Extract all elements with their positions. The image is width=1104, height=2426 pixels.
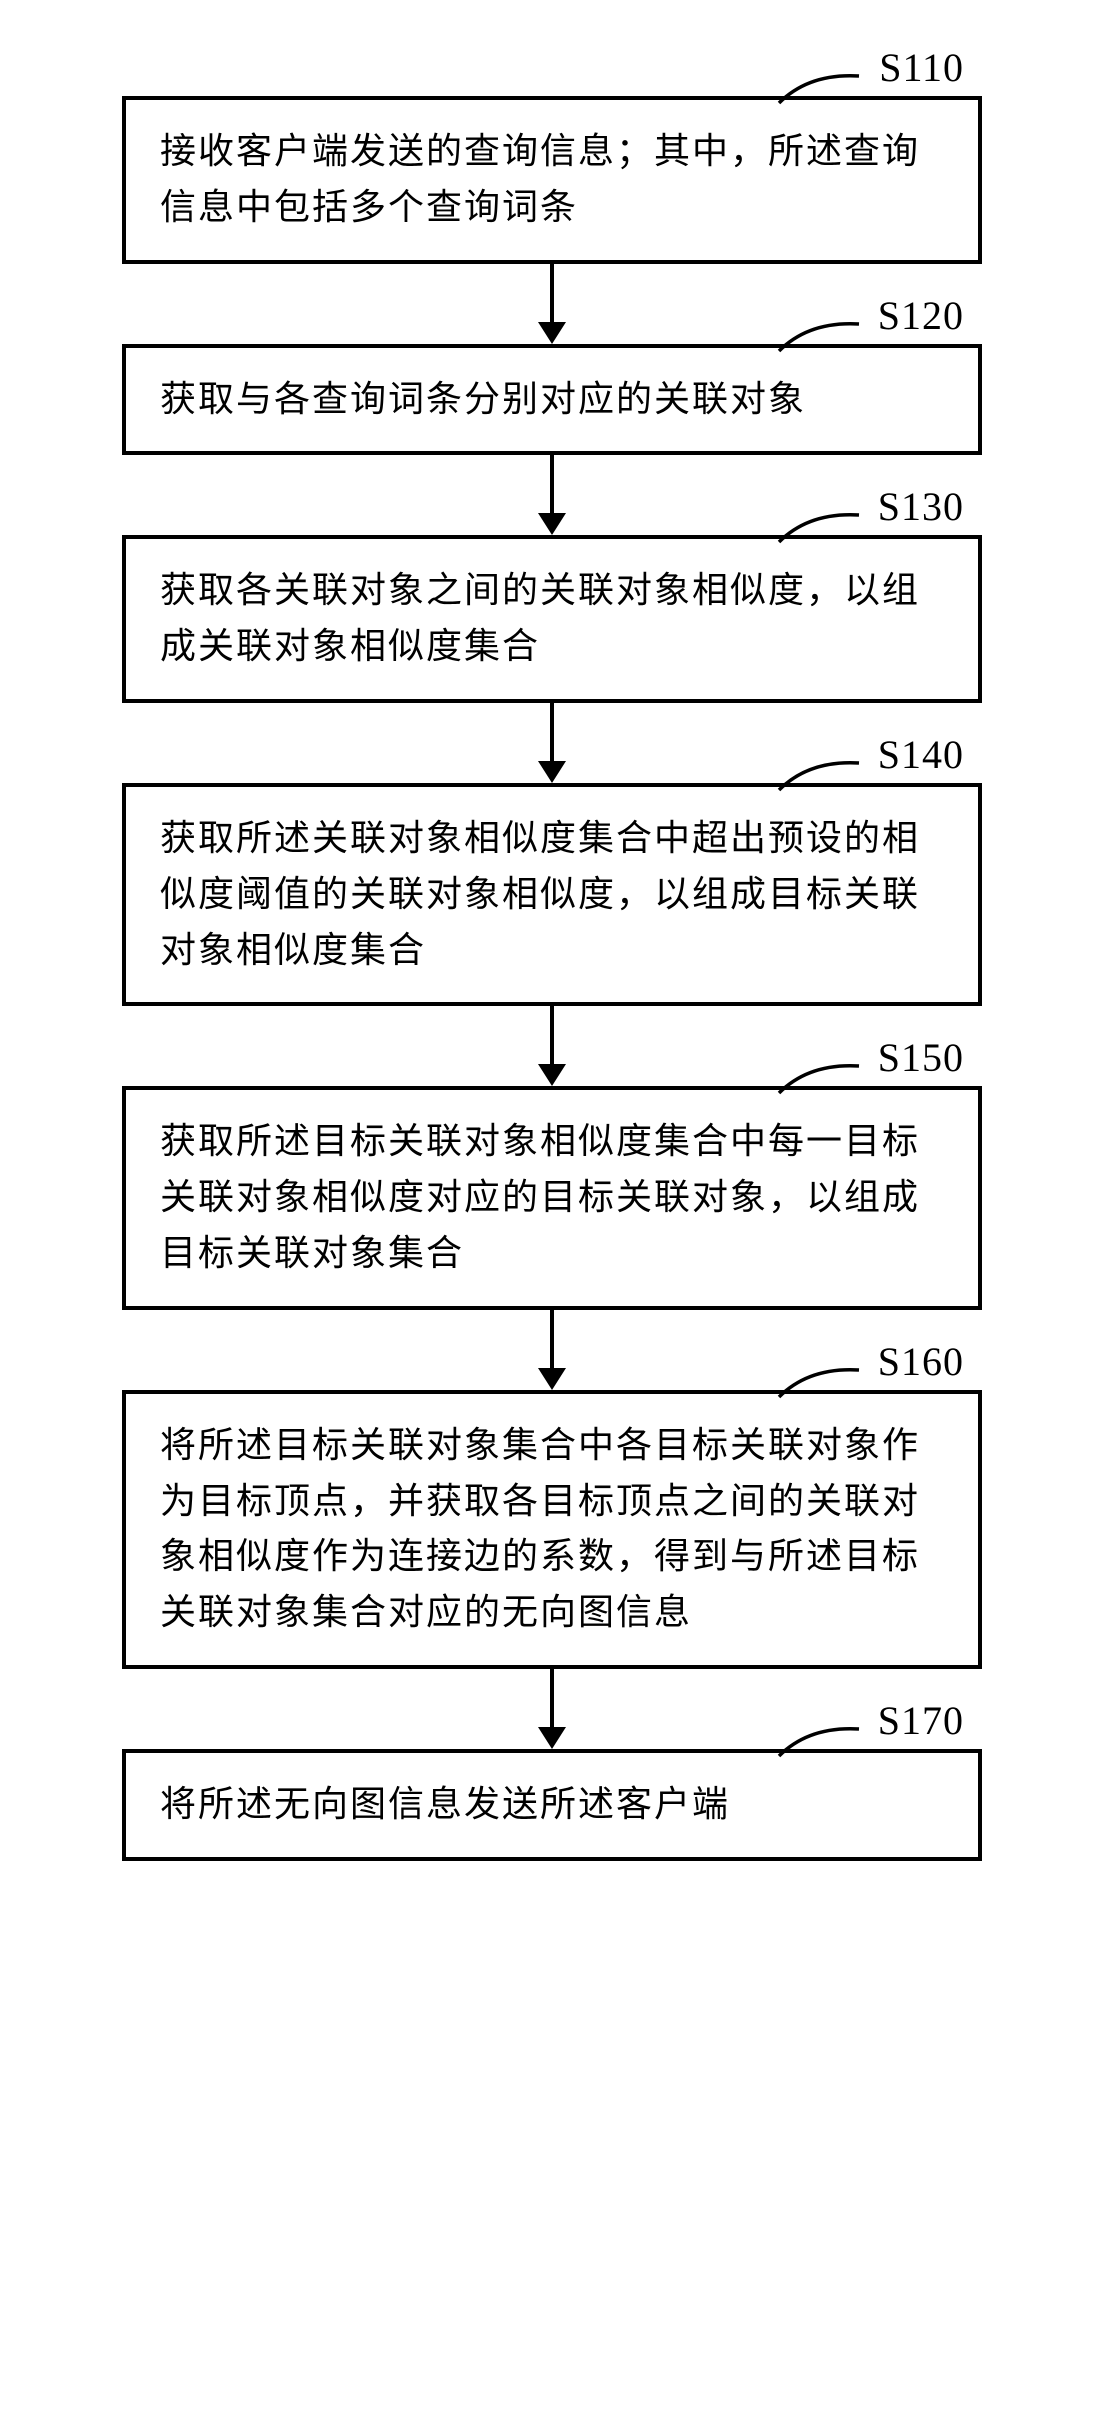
step-box: 获取各关联对象之间的关联对象相似度，以组成关联对象相似度集合 <box>122 535 982 703</box>
label-connector-curve <box>774 1721 864 1761</box>
flow-arrow <box>538 1310 566 1390</box>
label-connector-curve <box>774 316 864 356</box>
flow-arrow <box>538 1669 566 1749</box>
flow-arrow <box>538 703 566 783</box>
step-label: S150 <box>878 1034 964 1081</box>
label-connector-curve <box>774 1362 864 1402</box>
step-label: S110 <box>879 44 964 91</box>
step-box: 获取所述关联对象相似度集合中超出预设的相似度阈值的关联对象相似度，以组成目标关联… <box>122 783 982 1006</box>
step-label: S140 <box>878 731 964 778</box>
flow-step: S130 获取各关联对象之间的关联对象相似度，以组成关联对象相似度集合 <box>80 535 1024 703</box>
step-box: 将所述目标关联对象集合中各目标关联对象作为目标顶点，并获取各目标顶点之间的关联对… <box>122 1390 982 1669</box>
step-label: S170 <box>878 1697 964 1744</box>
flow-step: S140 获取所述关联对象相似度集合中超出预设的相似度阈值的关联对象相似度，以组… <box>80 783 1024 1006</box>
flow-arrow <box>538 264 566 344</box>
flow-step: S110 接收客户端发送的查询信息；其中，所述查询信息中包括多个查询词条 <box>80 96 1024 264</box>
label-connector-curve <box>774 755 864 795</box>
step-label: S160 <box>878 1338 964 1385</box>
flowchart-container: S110 接收客户端发送的查询信息；其中，所述查询信息中包括多个查询词条 S12… <box>80 40 1024 1861</box>
label-connector-curve <box>774 68 864 108</box>
step-box: 接收客户端发送的查询信息；其中，所述查询信息中包括多个查询词条 <box>122 96 982 264</box>
flow-step: S150 获取所述目标关联对象相似度集合中每一目标关联对象相似度对应的目标关联对… <box>80 1086 1024 1309</box>
flow-step: S120 获取与各查询词条分别对应的关联对象 <box>80 344 1024 456</box>
step-label: S120 <box>878 292 964 339</box>
step-label: S130 <box>878 483 964 530</box>
flow-arrow <box>538 455 566 535</box>
step-box: 将所述无向图信息发送所述客户端 <box>122 1749 982 1861</box>
step-box: 获取与各查询词条分别对应的关联对象 <box>122 344 982 456</box>
flow-arrow <box>538 1006 566 1086</box>
flow-step: S160 将所述目标关联对象集合中各目标关联对象作为目标顶点，并获取各目标顶点之… <box>80 1390 1024 1669</box>
label-connector-curve <box>774 507 864 547</box>
step-box: 获取所述目标关联对象相似度集合中每一目标关联对象相似度对应的目标关联对象，以组成… <box>122 1086 982 1309</box>
label-connector-curve <box>774 1058 864 1098</box>
flow-step: S170 将所述无向图信息发送所述客户端 <box>80 1749 1024 1861</box>
